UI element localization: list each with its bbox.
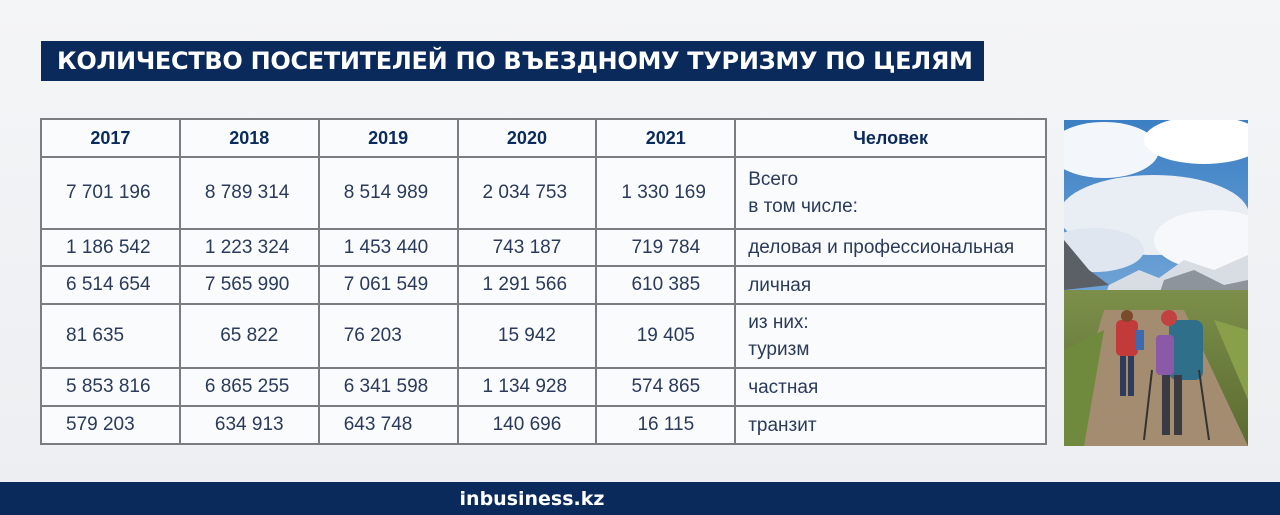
table-cell: 2 034 753	[456, 156, 598, 230]
header-2021: 2021	[595, 118, 737, 158]
table-cell: 634 913	[178, 405, 320, 445]
table-header-row: 2017 2018 2019 2020 2021 Человек	[40, 118, 1047, 158]
row-label-line: из них:	[748, 312, 809, 333]
table-cell: 6 514 654	[40, 265, 181, 305]
table-cell: 140 696	[456, 405, 598, 445]
table-cell: 15 942	[456, 303, 598, 369]
table-row-personal: 6 514 654 7 565 990 7 061 549 1 291 566 …	[40, 265, 1047, 305]
table-cell: 81 635	[40, 303, 181, 369]
header-unit: Человек	[734, 118, 1047, 158]
table-cell: 5 853 816	[40, 367, 181, 407]
table-cell: 16 115	[595, 405, 737, 445]
table-cell: 1 330 169	[595, 156, 737, 230]
table-row-tourism: 81 635 65 822 76 203 15 942 19 405 из ни…	[40, 303, 1047, 369]
hiker-right	[1143, 310, 1210, 441]
table-cell: 76 203	[317, 303, 459, 369]
table-row-transit: 579 203 634 913 643 748 140 696 16 115 т…	[40, 405, 1047, 445]
table-cell: 1 453 440	[317, 228, 459, 267]
table-cell: 65 822	[178, 303, 320, 369]
header-2018: 2018	[178, 118, 320, 158]
row-label: из них: туризм	[734, 303, 1047, 369]
site-logo[interactable]: inbusiness.kz	[459, 487, 605, 510]
row-label: личная	[734, 265, 1047, 305]
page-title: КОЛИЧЕСТВО ПОСЕТИТЕЛЕЙ ПО ВЪЕЗДНОМУ ТУРИ…	[41, 41, 984, 81]
header-2017: 2017	[40, 118, 181, 158]
table-cell: 6 865 255	[178, 367, 320, 407]
page-title-text: КОЛИЧЕСТВО ПОСЕТИТЕЛЕЙ ПО ВЪЕЗДНОМУ ТУРИ…	[57, 47, 973, 75]
row-label: частная	[734, 367, 1047, 407]
table-cell: 574 865	[595, 367, 737, 407]
table-cell: 579 203	[40, 405, 181, 445]
row-label-line: в том числе:	[748, 196, 858, 217]
row-label: транзит	[734, 405, 1047, 445]
row-label-line: Всего	[748, 169, 799, 190]
visitors-table: 2017 2018 2019 2020 2021 Человек 7 701 1…	[40, 118, 1047, 445]
table-cell: 719 784	[595, 228, 737, 267]
header-2020: 2020	[456, 118, 598, 158]
table-cell: 7 565 990	[178, 265, 320, 305]
row-label: деловая и профессиональная	[734, 228, 1047, 267]
table-cell: 7 701 196	[40, 156, 181, 230]
table-cell: 6 341 598	[317, 367, 459, 407]
table-cell: 743 187	[456, 228, 598, 267]
table-cell: 1 291 566	[456, 265, 598, 305]
table-cell: 7 061 549	[317, 265, 459, 305]
header-2019: 2019	[317, 118, 459, 158]
hikers-photo	[1064, 120, 1248, 446]
table-row-total: 7 701 196 8 789 314 8 514 989 2 034 753 …	[40, 156, 1047, 230]
table-cell: 1 186 542	[40, 228, 181, 267]
row-label: Всего в том числе:	[734, 156, 1047, 230]
table-row-private: 5 853 816 6 865 255 6 341 598 1 134 928 …	[40, 367, 1047, 407]
table-cell: 1 223 324	[178, 228, 320, 267]
table-cell: 8 514 989	[317, 156, 459, 230]
table-cell: 1 134 928	[456, 367, 598, 407]
table-row-business: 1 186 542 1 223 324 1 453 440 743 187 71…	[40, 228, 1047, 267]
hiker-left	[1116, 310, 1144, 396]
table-cell: 19 405	[595, 303, 737, 369]
table-cell: 643 748	[317, 405, 459, 445]
table-cell: 610 385	[595, 265, 737, 305]
row-label-line: туризм	[748, 339, 810, 360]
table-cell: 8 789 314	[178, 156, 320, 230]
footer-bar: inbusiness.kz	[0, 482, 1280, 515]
